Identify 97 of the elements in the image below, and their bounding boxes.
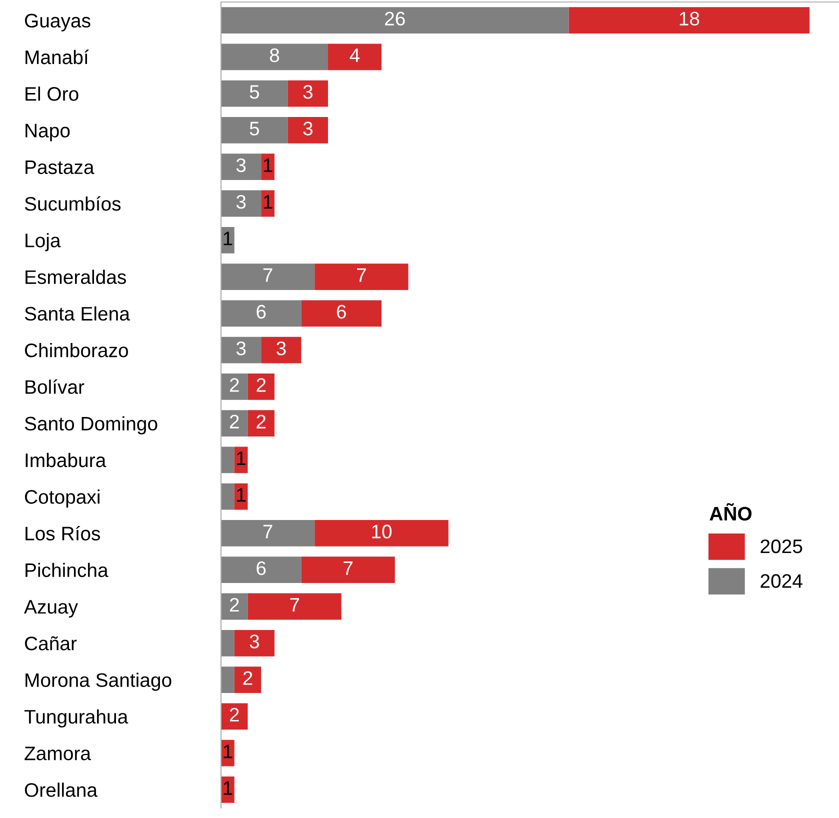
data-label: 18: [680, 12, 700, 26]
data-label: 2: [256, 378, 266, 392]
y-tick-label: Loja: [26, 233, 61, 252]
bar: [248, 410, 275, 437]
bar: [221, 483, 234, 510]
bar: [221, 300, 302, 327]
data-label: 1: [237, 488, 246, 502]
bar: [288, 80, 328, 107]
data-label: 3: [276, 341, 286, 356]
y-tick-label: El Oro: [26, 86, 78, 101]
bar: [314, 264, 408, 290]
data-label: 7: [344, 562, 353, 575]
data-label: 2: [230, 598, 239, 612]
data-label: 4: [350, 48, 360, 62]
data-label: 3: [250, 634, 259, 648]
bar: [328, 44, 382, 70]
bar: [261, 190, 275, 217]
data-label: 1: [264, 158, 272, 172]
bar: [221, 336, 262, 364]
data-label: 7: [263, 268, 272, 282]
y-tick-label: Orellana: [24, 782, 98, 797]
y-tick-label: Esmeraldas: [26, 270, 126, 284]
data-label: 8: [270, 48, 280, 62]
data-label: 6: [256, 561, 266, 576]
y-tick-label: Morona Santiago: [26, 672, 172, 691]
bar: [221, 154, 262, 180]
bar: [301, 556, 395, 584]
y-tick-label: Azuay: [24, 600, 78, 618]
data-label: 1: [224, 781, 232, 795]
data-label: 6: [336, 304, 346, 319]
y-tick-label: Pichincha: [26, 562, 108, 578]
data-label: 7: [357, 268, 366, 282]
y-tick-label: Cotopaxi: [24, 490, 100, 508]
y-tick-label: Santo Domingo: [24, 416, 158, 434]
data-label: 2: [243, 671, 252, 685]
y-tick-label: Tungurahua: [24, 709, 128, 728]
y-tick-label: Sucumbíos: [24, 196, 121, 211]
y-tick-label: Napo: [26, 124, 70, 142]
bar: [568, 7, 810, 34]
bar: [234, 666, 262, 693]
data-label: 5: [250, 85, 260, 99]
data-label: 2: [256, 414, 266, 428]
data-label: 3: [303, 122, 312, 136]
y-tick-label: Imbabura: [26, 452, 106, 468]
legend-title: AÑO: [710, 503, 752, 521]
data-label: 1: [224, 744, 232, 758]
y-tick-label: Chimborazo: [24, 343, 128, 358]
data-label: 3: [236, 158, 246, 172]
bar: [314, 520, 448, 546]
data-label: 3: [236, 194, 246, 209]
bar: [221, 410, 248, 437]
bar: [234, 483, 248, 510]
y-tick-label: Los Ríos: [26, 526, 100, 540]
data-label: 2: [230, 414, 239, 428]
bar: [221, 44, 328, 70]
bar: [221, 80, 288, 107]
data-label: 3: [236, 341, 246, 356]
data-label: 5: [250, 122, 260, 136]
data-label: 1: [264, 195, 272, 209]
data-label: 6: [256, 304, 266, 319]
bar: [221, 7, 569, 34]
data-label: 7: [263, 524, 272, 538]
bar: [221, 666, 234, 693]
data-label: 1: [237, 452, 246, 465]
y-tick-label: Zamora: [24, 746, 91, 760]
bar: [248, 373, 275, 400]
y-tick-label: Santa Elena: [24, 306, 130, 321]
data-label: 10: [372, 524, 392, 538]
bar: [221, 446, 234, 474]
data-label: 1: [224, 232, 232, 246]
bar: [221, 264, 315, 290]
y-tick-label: Manabí: [26, 50, 89, 64]
bar: [221, 703, 248, 730]
bar: [288, 117, 328, 144]
bar: [221, 190, 262, 217]
bar: [221, 373, 248, 400]
bar: [261, 154, 275, 180]
bar: [301, 300, 382, 327]
data-label: 3: [303, 85, 312, 99]
data-label: 7: [290, 598, 300, 612]
bar: [248, 593, 342, 620]
data-label: 2: [230, 378, 239, 392]
data-label: 2: [230, 708, 239, 722]
legend-label: 2025: [760, 539, 802, 554]
bar: [221, 117, 288, 144]
y-tick-label: Cañar: [24, 636, 77, 650]
bar: [261, 336, 302, 364]
bar: [221, 593, 248, 620]
data-label: 26: [385, 12, 405, 26]
bar: [234, 630, 275, 656]
bar: [221, 556, 302, 584]
y-tick-label: Guayas: [24, 14, 90, 32]
legend-label: 2024: [760, 574, 802, 588]
y-tick-label: Bolívar: [26, 379, 84, 394]
bar: [221, 520, 315, 546]
bar: [221, 630, 234, 656]
y-tick-label: Pastaza: [26, 160, 94, 174]
